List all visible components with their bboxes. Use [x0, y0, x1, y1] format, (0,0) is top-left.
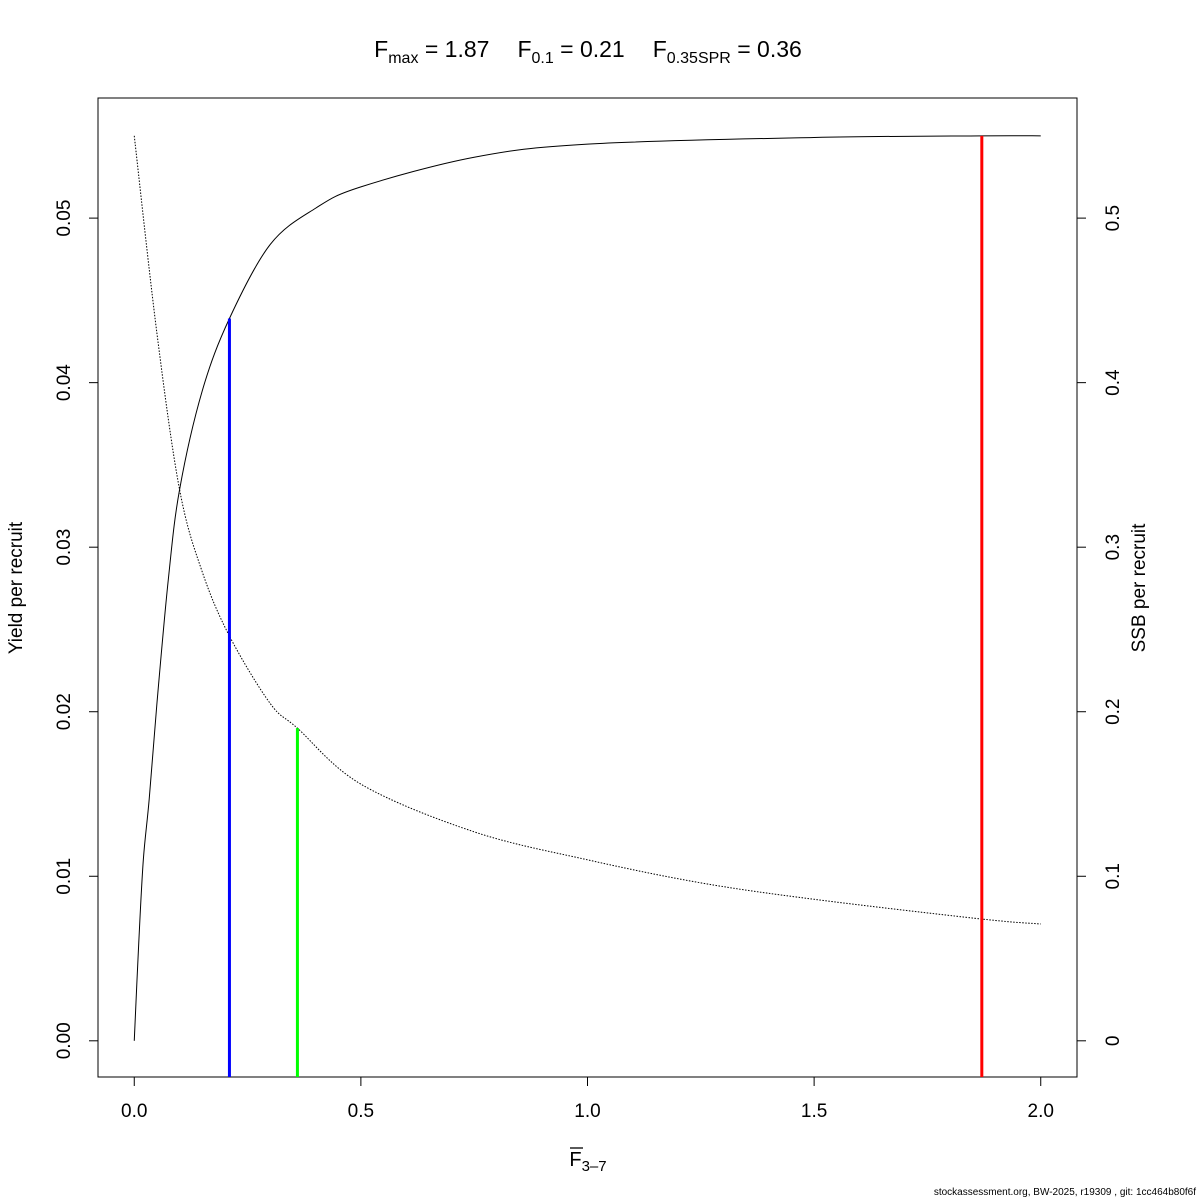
- title-part: F: [374, 36, 388, 62]
- y-axis-label: Yield per recruit: [6, 521, 27, 654]
- y-tick-label: 0.04: [54, 364, 75, 401]
- title-value: = 1.87: [418, 36, 489, 62]
- y-tick-label: 0.02: [54, 693, 75, 730]
- y2-tick-label: 0.5: [1103, 205, 1124, 231]
- chart-title: Fmax = 1.87 F0.1 = 0.21 F0.35SPR = 0.36: [374, 36, 802, 67]
- y2-tick-label: 0: [1103, 1036, 1124, 1047]
- y2-tick-label: 0.3: [1103, 534, 1124, 560]
- series-group: [133, 135, 1041, 1041]
- title-subscript: 0.1: [532, 50, 554, 67]
- y2-tick-label: 0.1: [1103, 863, 1124, 889]
- footer-text: stockassessment.org, BW-2025, r19309 , g…: [934, 1187, 1196, 1198]
- x-label-base: F: [569, 1149, 581, 1171]
- x-label-sub: 3–7: [582, 1158, 607, 1175]
- x-tick-label: 2.0: [1028, 1101, 1054, 1122]
- y2-tick-label: 0.4: [1103, 369, 1124, 396]
- title-subscript: 0.35SPR: [667, 50, 731, 67]
- x-axis-label: F3–7: [569, 1147, 607, 1175]
- title-value: = 0.21: [554, 36, 625, 62]
- y-tick-label: 0.03: [54, 529, 75, 566]
- x-axis: 0.0 0.5 1.0 1.5 2.0: [121, 1076, 1054, 1122]
- y-axis-right: 0 0.1 0.2 0.3 0.4 0.5: [1076, 205, 1124, 1047]
- y-tick-label: 0.05: [54, 200, 75, 237]
- y2-tick-label: 0.2: [1103, 699, 1124, 725]
- x-tick-label: 1.5: [801, 1101, 827, 1122]
- x-tick-label: 1.0: [574, 1101, 600, 1122]
- y2-axis-label: SSB per recruit: [1129, 523, 1150, 653]
- title-part: F: [653, 36, 667, 62]
- y-axis-left: 0.00 0.01 0.02 0.03 0.04 0.05: [54, 200, 99, 1059]
- title-part: F: [517, 36, 531, 62]
- yield-per-recruit-line: [133, 135, 1041, 1041]
- y-tick-label: 0.00: [54, 1022, 75, 1059]
- y-tick-label: 0.01: [54, 858, 75, 895]
- x-tick-label: 0.0: [121, 1101, 147, 1122]
- plot-frame: [97, 97, 1078, 1078]
- svg-text:F3–7: F3–7: [569, 1149, 606, 1175]
- ssb-per-recruit-line: [133, 135, 1041, 925]
- x-tick-label: 0.5: [348, 1101, 374, 1122]
- reference-lines: [227, 135, 984, 1077]
- title-subscript: max: [388, 50, 418, 67]
- title-value: = 0.36: [731, 36, 802, 62]
